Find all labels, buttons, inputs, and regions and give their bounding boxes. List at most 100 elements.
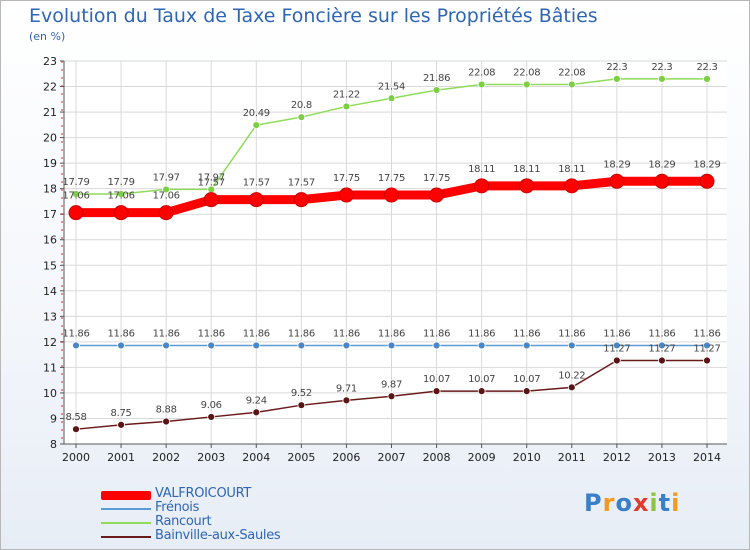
data-label-bainville-aux-saules: 9.52 — [291, 388, 312, 399]
data-label-valfroicourt: 18.29 — [693, 159, 720, 170]
data-point-valfroicourt — [429, 187, 445, 203]
data-label-fr-nois: 11.86 — [243, 328, 270, 339]
x-tick-label: 2013 — [648, 451, 676, 464]
data-label-fr-nois: 11.86 — [513, 328, 540, 339]
legend-item-rancourt[interactable]: Rancourt — [101, 514, 321, 530]
data-point-bainville-aux-saules — [612, 356, 621, 365]
data-point-valfroicourt — [248, 192, 264, 208]
data-label-rancourt: 17.97 — [198, 172, 225, 183]
data-point-bainville-aux-saules — [297, 401, 306, 410]
data-label-rancourt: 22.08 — [558, 67, 585, 78]
logo-letter: x — [632, 489, 650, 517]
logo-letter: i — [671, 489, 681, 517]
legend-item-frenois[interactable]: Frénois — [101, 500, 321, 516]
data-label-valfroicourt: 17.57 — [288, 178, 315, 189]
data-point-bainville-aux-saules — [658, 356, 666, 365]
data-point-rancourt — [612, 74, 621, 83]
x-tick-label: 2005 — [287, 451, 315, 464]
data-label-rancourt: 22.08 — [513, 67, 540, 78]
data-point-rancourt — [387, 94, 396, 103]
data-point-fr-nois — [387, 341, 396, 350]
data-label-rancourt: 21.22 — [333, 89, 360, 100]
legend-item-bainville-aux-saules[interactable]: Bainville-aux-Saules — [101, 528, 321, 544]
data-label-rancourt: 22.3 — [606, 62, 627, 73]
data-label-valfroicourt: 17.06 — [62, 191, 89, 202]
data-label-rancourt: 20.49 — [243, 108, 270, 119]
data-point-valfroicourt — [519, 178, 535, 194]
y-tick-label: 21 — [43, 106, 57, 119]
data-point-valfroicourt — [654, 173, 670, 189]
legend-item-valfroicourt[interactable]: VALFROICOURT — [101, 486, 321, 502]
data-label-bainville-aux-saules: 11.27 — [648, 344, 675, 355]
data-label-fr-nois: 11.86 — [558, 328, 585, 339]
data-point-valfroicourt — [699, 173, 715, 189]
data-point-bainville-aux-saules — [703, 356, 711, 365]
data-label-bainville-aux-saules: 9.71 — [336, 383, 357, 394]
y-tick-label: 11 — [43, 361, 57, 374]
legend-swatch — [101, 522, 151, 524]
data-label-rancourt: 22.3 — [696, 62, 717, 73]
x-tick-label: 2004 — [242, 451, 270, 464]
data-point-valfroicourt — [564, 178, 580, 194]
data-point-bainville-aux-saules — [342, 396, 351, 405]
data-label-rancourt: 21.86 — [423, 73, 450, 84]
data-label-bainville-aux-saules: 11.27 — [693, 344, 720, 355]
legend-label: VALFROICOURT — [155, 486, 252, 501]
data-point-rancourt — [658, 74, 666, 83]
data-point-bainville-aux-saules — [72, 425, 80, 434]
data-label-fr-nois: 11.86 — [62, 328, 89, 339]
data-point-rancourt — [252, 121, 261, 129]
data-label-fr-nois: 11.86 — [288, 328, 315, 339]
data-point-rancourt — [117, 190, 125, 198]
logo-letter: o — [615, 489, 633, 517]
data-label-valfroicourt: 18.29 — [648, 159, 675, 170]
data-point-rancourt — [342, 102, 351, 111]
data-point-rancourt — [477, 80, 486, 89]
data-label-fr-nois: 11.86 — [423, 328, 450, 339]
data-point-fr-nois — [658, 341, 666, 350]
data-point-fr-nois — [703, 341, 711, 350]
chart-title: Evolution du Taux de Taxe Foncière sur l… — [29, 5, 598, 27]
data-label-bainville-aux-saules: 10.07 — [423, 374, 450, 385]
data-point-fr-nois — [207, 341, 216, 350]
data-label-bainville-aux-saules: 11.27 — [603, 344, 630, 355]
data-point-fr-nois — [612, 341, 621, 350]
data-label-bainville-aux-saules: 10.22 — [558, 370, 585, 381]
x-tick-label: 2010 — [513, 451, 541, 464]
legend-label: Bainville-aux-Saules — [155, 528, 281, 543]
x-tick-label: 2006 — [332, 451, 360, 464]
data-point-valfroicourt — [113, 205, 129, 221]
y-tick-label: 20 — [43, 132, 57, 145]
y-tick-label: 14 — [43, 285, 57, 298]
x-tick-label: 2001 — [107, 451, 135, 464]
data-point-rancourt — [567, 80, 576, 89]
data-label-valfroicourt: 18.11 — [513, 164, 540, 175]
data-point-bainville-aux-saules — [477, 387, 486, 396]
y-tick-label: 17 — [43, 208, 57, 221]
data-point-fr-nois — [432, 341, 441, 350]
data-label-fr-nois: 11.86 — [468, 328, 495, 339]
data-label-fr-nois: 11.86 — [378, 328, 405, 339]
data-label-fr-nois: 11.86 — [603, 328, 630, 339]
data-point-valfroicourt — [384, 187, 399, 203]
data-label-valfroicourt: 17.75 — [378, 173, 405, 184]
logo-letter: P — [584, 489, 603, 517]
data-point-bainville-aux-saules — [387, 392, 396, 401]
data-label-rancourt: 17.79 — [108, 177, 135, 188]
data-label-fr-nois: 11.86 — [648, 328, 675, 339]
data-label-valfroicourt: 17.75 — [423, 173, 450, 184]
logo-letter: i — [649, 489, 659, 517]
data-point-bainville-aux-saules — [432, 387, 441, 396]
data-point-fr-nois — [567, 341, 576, 350]
data-point-fr-nois — [522, 341, 531, 350]
data-label-valfroicourt: 17.06 — [153, 191, 180, 202]
x-tick-label: 2000 — [62, 451, 90, 464]
data-point-valfroicourt — [609, 173, 625, 189]
data-label-bainville-aux-saules: 10.07 — [468, 374, 495, 385]
data-point-bainville-aux-saules — [207, 413, 216, 421]
data-point-rancourt — [522, 80, 531, 89]
data-point-fr-nois — [342, 341, 351, 350]
data-point-bainville-aux-saules — [117, 420, 125, 429]
data-point-valfroicourt — [474, 178, 490, 194]
